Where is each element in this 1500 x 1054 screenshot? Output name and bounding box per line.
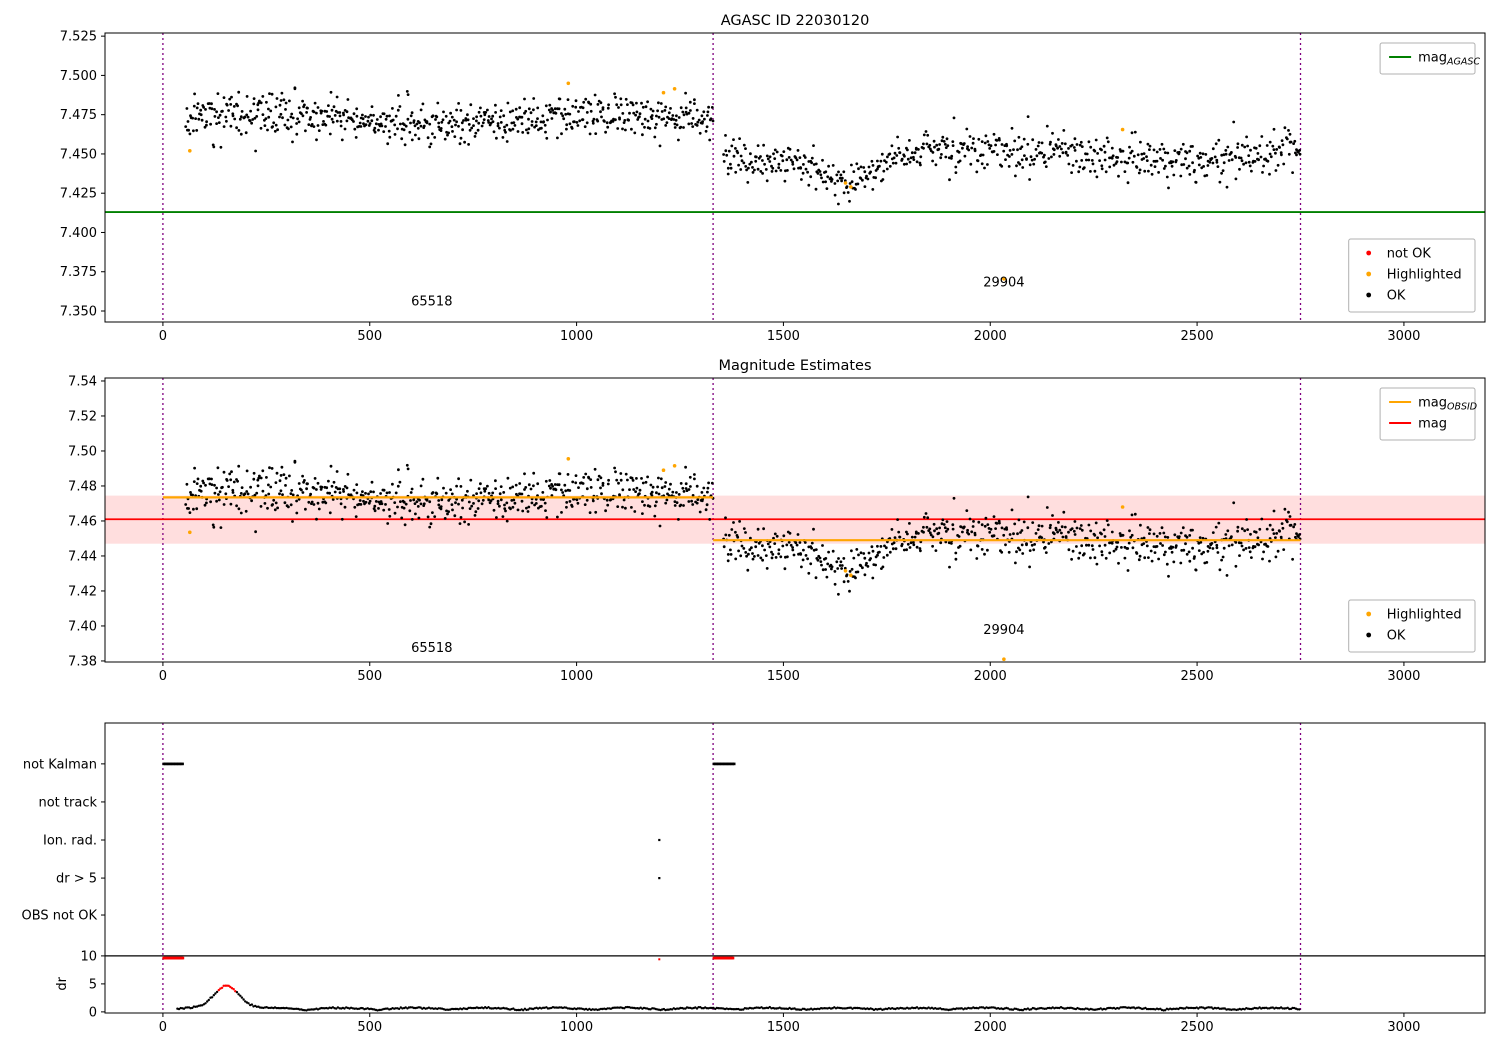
axes-frame — [104, 377, 1486, 663]
y-axis-label: dr — [55, 976, 70, 990]
x-tick-label: 2500 — [1181, 669, 1214, 684]
x-tick-label: 2000 — [974, 1020, 1007, 1035]
y-tick-label: 7.525 — [60, 30, 97, 45]
legend-frame — [1379, 42, 1476, 75]
legend-label: not OK — [1387, 247, 1432, 262]
legend-dot-sample — [1366, 271, 1372, 277]
dr-outlier-mark — [658, 958, 661, 961]
y-tick-label: 10 — [80, 949, 97, 964]
x-tick-label: 3000 — [1387, 669, 1420, 684]
y-tick-label: 7.48 — [68, 479, 97, 494]
x-tick-label: 1500 — [767, 329, 800, 344]
y-tick-label: 7.450 — [60, 147, 97, 162]
scatter-points-ok — [184, 86, 1302, 206]
y-tick-label: 7.50 — [68, 444, 97, 459]
y-tick-label: 7.40 — [68, 619, 97, 634]
x-tick-label: 1000 — [560, 1020, 593, 1035]
y-tick-label: not Kalman — [23, 757, 97, 772]
not-kalman-marks — [162, 762, 736, 766]
x-axis: 0 500 1000 1500 2000 2500 3000 — [159, 322, 1420, 344]
obsid-annotation: 65518 — [411, 641, 452, 656]
obsid-annotation: 29904 — [983, 623, 1024, 638]
x-axis: 0 500 1000 1500 2000 2500 3000 — [159, 662, 1420, 684]
chart-title: Magnitude Estimates — [718, 358, 871, 374]
x-tick-label: 0 — [159, 669, 167, 684]
x-tick-label: 500 — [357, 1020, 382, 1035]
x-tick-label: 2500 — [1181, 329, 1214, 344]
x-tick-label: 500 — [357, 669, 382, 684]
y-tick-label: 0 — [89, 1005, 97, 1020]
y-tick-label: 5 — [89, 977, 97, 992]
axes-frame — [104, 722, 1486, 1014]
chart-flags-dr: 0 500 1000 1500 2000 2500 3000 not Kalman not tr… — [22, 722, 1486, 1035]
x-tick-label: 3000 — [1387, 1020, 1420, 1035]
y-axis: 7.38 7.40 7.42 7.44 7.46 7.48 7.50 7.52 7.54 — [68, 374, 105, 669]
x-tick-label: 0 — [159, 1020, 167, 1035]
obsid-annotation: 29904 — [983, 276, 1024, 291]
y-tick-label: not track — [38, 795, 97, 810]
x-tick-label: 0 — [159, 329, 167, 344]
x-tick-label: 2000 — [974, 669, 1007, 684]
chart-agasc-mag: 0 500 1000 1500 2000 2500 30007.3507.3757.4007… — [60, 13, 1486, 344]
axes-frame — [104, 32, 1486, 323]
y-tick-label: 7.52 — [68, 409, 97, 424]
y-axis: 7.350 7.375 7.400 7.425 7.450 7.475 7.500 7.525 — [60, 30, 105, 320]
x-tick-label: 1000 — [560, 329, 593, 344]
y-tick-label: 7.38 — [68, 654, 97, 669]
y-tick-label: 7.44 — [68, 549, 97, 564]
y-axis: not Kalman not track Ion. rad. dr > 5 OBS no… — [22, 757, 105, 1020]
legend-upper-right: magAGASC — [1379, 42, 1480, 75]
legend-label: Highlighted — [1387, 608, 1462, 623]
legend-frame — [1348, 599, 1476, 653]
x-tick-label: 1000 — [560, 669, 593, 684]
legend-lower-right: not OK Highlighted OK — [1348, 238, 1476, 313]
y-tick-label: 7.54 — [68, 374, 97, 389]
x-axis: 0 500 1000 1500 2000 2500 3000 — [159, 1013, 1420, 1035]
y-tick-label: OBS not OK — [22, 909, 98, 924]
legend-dot-sample — [1366, 250, 1372, 256]
y-tick-label: 7.400 — [60, 226, 97, 241]
legend-lower-right: Highlighted OK — [1348, 599, 1476, 653]
dr5-mark — [658, 877, 661, 880]
obsid-annotation: 65518 — [411, 295, 452, 310]
y-tick-label: 7.500 — [60, 69, 97, 84]
legend-label: OK — [1387, 289, 1406, 304]
x-tick-label: 2500 — [1181, 1020, 1214, 1035]
y-tick-label: 7.46 — [68, 514, 97, 529]
legend-label: Highlighted — [1387, 268, 1462, 283]
legend-label: mag — [1418, 417, 1447, 432]
x-tick-label: 1500 — [767, 669, 800, 684]
y-tick-label: dr > 5 — [56, 872, 97, 887]
scatter-points-highlighted — [188, 81, 1125, 281]
y-tick-label: 7.350 — [60, 305, 97, 320]
chart-mag-estimates: 0 500 1000 1500 2000 2500 3000 7.38 7.40 7.42 7.44… — [68, 358, 1486, 684]
y-tick-label: 7.475 — [60, 108, 97, 123]
scatter-points-highlighted — [188, 457, 1125, 661]
x-tick-label: 1500 — [767, 1020, 800, 1035]
legend-label: OK — [1387, 629, 1406, 644]
x-tick-label: 2000 — [974, 329, 1007, 344]
y-tick-label: 7.375 — [60, 265, 97, 280]
scatter-points-ok — [176, 984, 1301, 1012]
chart-title: AGASC ID 22030120 — [721, 13, 870, 29]
x-tick-label: 500 — [357, 329, 382, 344]
dr-saturated-marks — [162, 956, 735, 960]
x-tick-label: 3000 — [1387, 329, 1420, 344]
legend-dot-sample — [1366, 632, 1372, 638]
y-tick-label: 7.425 — [60, 187, 97, 202]
ion-rad-mark — [658, 838, 661, 842]
y-tick-label: Ion. rad. — [43, 834, 97, 849]
y-tick-label: 7.42 — [68, 584, 97, 599]
legend-dot-sample — [1366, 611, 1372, 617]
legend-frame — [1348, 238, 1476, 313]
legend-dot-sample — [1366, 292, 1372, 298]
